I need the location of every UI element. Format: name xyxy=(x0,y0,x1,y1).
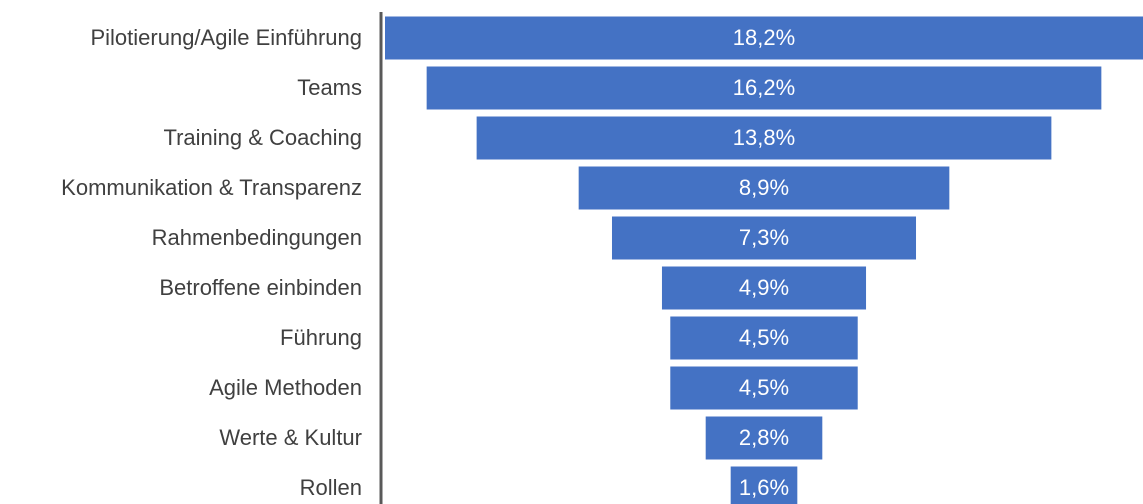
bar xyxy=(705,416,823,460)
category-label: Agile Methoden xyxy=(209,375,362,400)
category-label: Training & Coaching xyxy=(163,125,362,150)
bar xyxy=(730,466,798,504)
category-label: Rahmenbedingungen xyxy=(152,225,362,250)
value-label: 7,3% xyxy=(739,225,789,250)
value-label: 13,8% xyxy=(733,125,795,150)
category-label: Führung xyxy=(280,325,362,350)
category-label: Teams xyxy=(297,75,362,100)
category-label: Kommunikation & Transparenz xyxy=(61,175,362,200)
bar xyxy=(385,16,1143,60)
bar xyxy=(661,266,867,310)
value-label: 8,9% xyxy=(739,175,789,200)
value-label: 18,2% xyxy=(733,25,795,50)
value-label: 4,5% xyxy=(739,375,789,400)
category-label: Werte & Kultur xyxy=(219,425,362,450)
bar xyxy=(670,316,858,360)
value-label: 4,5% xyxy=(739,325,789,350)
bar xyxy=(476,116,1052,160)
category-label: Betroffene einbinden xyxy=(159,275,362,300)
category-label: Rollen xyxy=(300,475,362,500)
bar xyxy=(611,216,917,260)
value-label: 16,2% xyxy=(733,75,795,100)
value-label: 4,9% xyxy=(739,275,789,300)
category-label: Pilotierung/Agile Einführung xyxy=(90,25,362,50)
bar xyxy=(578,166,950,210)
value-label: 2,8% xyxy=(739,425,789,450)
value-label: 1,6% xyxy=(739,475,789,500)
bar xyxy=(670,366,858,410)
bar xyxy=(426,66,1102,110)
